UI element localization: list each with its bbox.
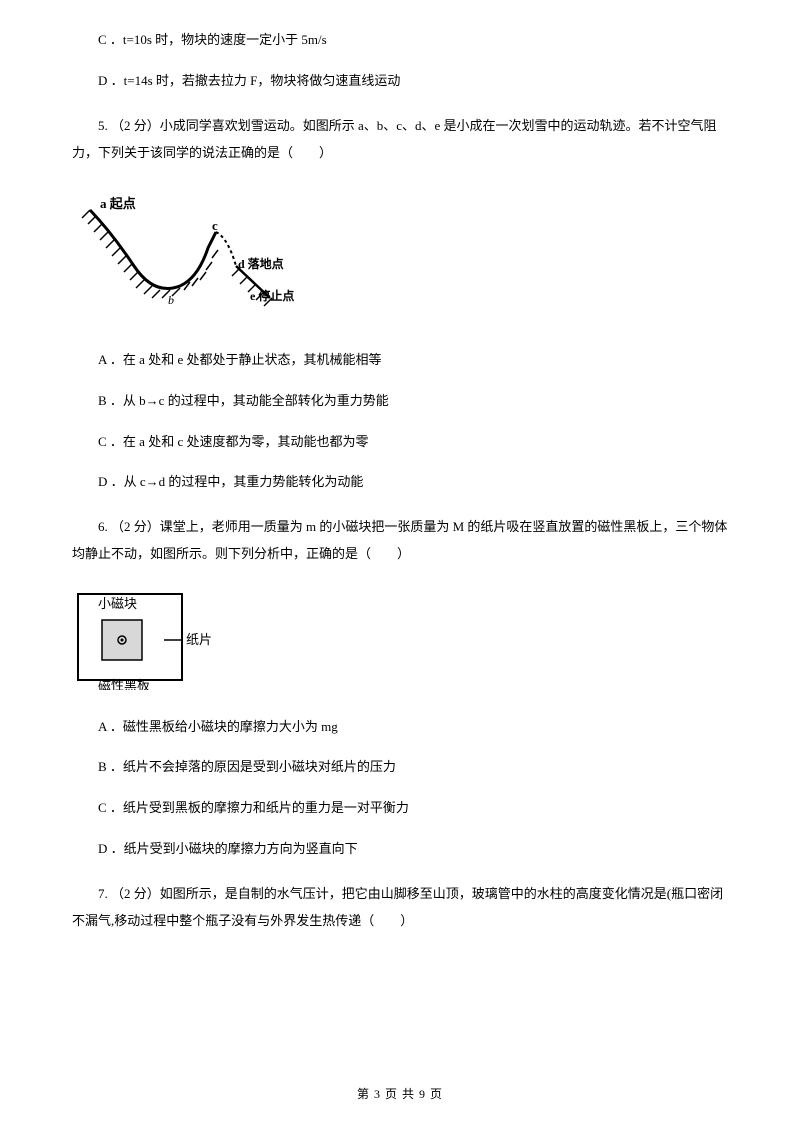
q5-option-d: D ．从 c→d 的过程中，其重力势能转化为动能 [72,472,728,493]
label-a: a 起点 [100,196,136,211]
q6-option-d: D ．纸片受到小磁块的摩擦力方向为竖直向下 [72,839,728,860]
q6-figure: 小磁块 纸片 磁性黑板 [74,590,728,697]
q5-option-b: B ．从 b→c 的过程中，其动能全部转化为重力势能 [72,391,728,412]
q7-stem: 7. （2 分）如图所示，是自制的水气压计，把它由山脚移至山顶，玻璃管中的水柱的… [72,880,728,935]
q5-stem: 5. （2 分）小成同学喜欢划雪运动。如图所示 a、b、c、d、e 是小成在一次… [72,112,728,167]
q5-option-c: C ．在 a 处和 c 处速度都为零，其动能也都为零 [72,432,728,453]
label-d: d 落地点 [238,256,284,271]
q5-figure: a 起点 c d 落地点 e 停止点 b [72,188,728,330]
label-paper: 纸片 [186,632,212,647]
q6-option-c: C ．纸片受到黑板的摩擦力和纸片的重力是一对平衡力 [72,798,728,819]
label-magnet: 小磁块 [98,596,137,611]
q6-stem: 6. （2 分）课堂上，老师用一质量为 m 的小磁块把一张质量为 M 的纸片吸在… [72,513,728,568]
label-e: e 停止点 [250,288,294,303]
label-board: 磁性黑板 [98,678,150,690]
q4-option-d: D ．t=14s 时，若撤去拉力 F，物块将做匀速直线运动 [72,71,728,92]
q6-option-b: B ．纸片不会掉落的原因是受到小磁块对纸片的压力 [72,757,728,778]
svg-text:b: b [168,293,174,307]
q4-option-c: C ．t=10s 时，物块的速度一定小于 5m/s [72,30,728,51]
page-footer: 第 3 页 共 9 页 [0,1085,800,1104]
label-c: c [212,218,218,233]
q5-option-a: A ．在 a 处和 e 处都处于静止状态，其机械能相等 [72,350,728,371]
q6-option-a: A ．磁性黑板给小磁块的摩擦力大小为 mg [72,717,728,738]
